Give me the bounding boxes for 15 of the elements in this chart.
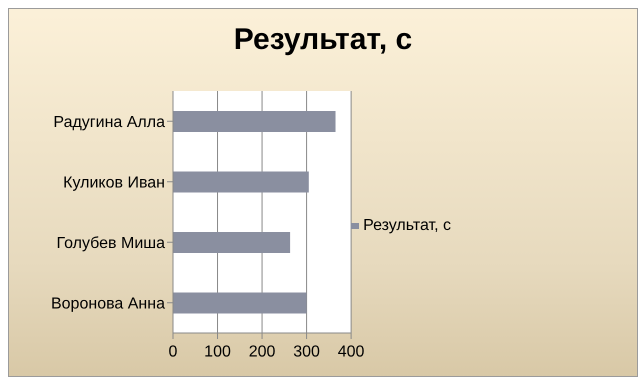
bar — [173, 110, 336, 132]
y-tick-label: Куликов Иван — [63, 174, 165, 192]
y-tick-label: Радугина Алла — [53, 114, 166, 131]
bar — [173, 171, 309, 192]
y-tick-label: Голубев Миша — [56, 234, 166, 252]
bar — [173, 292, 307, 314]
bar — [173, 232, 290, 253]
x-tick-label: 300 — [293, 343, 320, 360]
x-tick-label: 0 — [168, 343, 178, 360]
x-tick-label: 200 — [248, 343, 276, 360]
legend-label: Результат, с — [363, 217, 451, 234]
chart-title: Результат, с — [232, 23, 414, 57]
y-tick-label: Воронова Анна — [50, 295, 166, 312]
x-tick-label: 400 — [338, 343, 365, 360]
x-tick-label: 100 — [204, 343, 231, 360]
